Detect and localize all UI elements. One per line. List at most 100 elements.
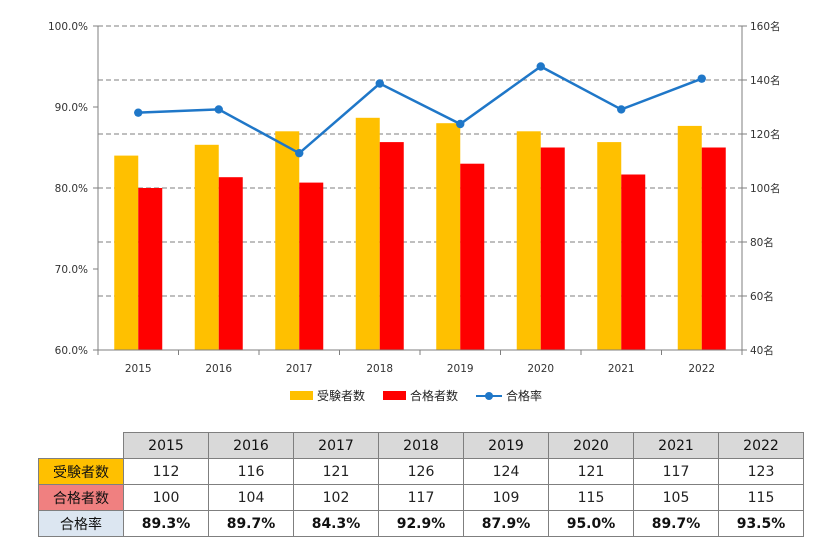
bar-applicants: [114, 155, 139, 350]
pass-rate-line: [134, 62, 706, 158]
bar-passers: [460, 163, 485, 350]
table-cell: 117: [378, 484, 464, 511]
bars: [114, 117, 726, 351]
row-label-applicants: 受験者数: [38, 458, 124, 485]
table-cell: 121: [293, 458, 379, 485]
table-header-year: 2019: [463, 432, 549, 459]
table-cell: 116: [208, 458, 294, 485]
tick-labels: 60.0% 70.0% 80.0% 90.0% 100.0% 40名 60名 80名 100名 1…: [48, 20, 781, 375]
left-tick-label: 90.0%: [55, 102, 88, 114]
table-header-year: 2020: [548, 432, 634, 459]
right-tick-label: 160名: [750, 20, 781, 33]
right-tick-label: 120名: [750, 128, 781, 141]
right-tick-label: 100名: [750, 182, 781, 195]
bar-applicants: [677, 125, 702, 351]
table-header-year: 2022: [718, 432, 804, 459]
legend-item-pass-rate: 合格率: [476, 387, 542, 404]
row-label-passers: 合格者数: [38, 484, 124, 511]
x-tick-label: 2018: [366, 363, 393, 375]
right-tick-label: 80名: [750, 236, 774, 249]
table-cell: 115: [548, 484, 634, 511]
table-cell: 87.9%: [463, 510, 549, 537]
x-tick-label: 2017: [286, 363, 313, 375]
bar-applicants: [516, 131, 541, 350]
table-cell: 112: [123, 458, 209, 485]
table-cell: 117: [633, 458, 719, 485]
legend-item-applicants: 受験者数: [290, 387, 365, 404]
legend-swatch-pass-rate: [476, 391, 503, 401]
pass-rate-point: [536, 62, 545, 71]
table-cell: 123: [718, 458, 804, 485]
left-tick-label: 70.0%: [55, 264, 88, 276]
pass-rate-point: [617, 105, 626, 114]
table-header-year: 2016: [208, 432, 294, 459]
table-header-year: 2021: [633, 432, 719, 459]
pass-rate-point: [697, 74, 706, 83]
bar-passers: [540, 147, 565, 350]
bar-applicants: [355, 117, 380, 350]
table-cell: 115: [718, 484, 804, 511]
table-corner: [39, 433, 124, 459]
right-tick-label: 60名: [750, 290, 774, 303]
table-cell: 121: [548, 458, 634, 485]
left-tick-label: 100.0%: [48, 21, 88, 33]
gridlines: [98, 25, 742, 297]
table-cell: 93.5%: [718, 510, 804, 537]
table-cell: 89.3%: [123, 510, 209, 537]
pass-rate-polyline: [138, 65, 703, 155]
pass-rate-point: [134, 108, 143, 117]
combo-chart: 60.0% 70.0% 80.0% 90.0% 100.0% 40名 60名 80名 100名 1…: [48, 20, 781, 375]
x-tick-label: 2016: [205, 363, 232, 375]
bar-passers: [299, 182, 324, 350]
bar-passers: [379, 142, 404, 350]
bar-applicants: [275, 131, 300, 350]
row-label-pass-rate: 合格率: [38, 510, 124, 537]
bar-passers: [138, 188, 163, 350]
legend-label-pass-rate: 合格率: [506, 389, 543, 403]
legend-swatch-applicants: [290, 391, 313, 400]
table-cell: 89.7%: [633, 510, 719, 537]
table-cell: 102: [293, 484, 379, 511]
pass-rate-point: [456, 119, 465, 129]
legend-label-applicants: 受験者数: [317, 389, 366, 403]
pass-rate-point: [214, 105, 223, 114]
legend-item-passers: 合格者数: [383, 387, 458, 404]
table-cell: 109: [463, 484, 549, 511]
table-cell: 104: [208, 484, 294, 511]
table-cell: 92.9%: [378, 510, 464, 537]
x-tick-label: 2022: [688, 363, 715, 375]
table-cell: 89.7%: [208, 510, 294, 537]
right-tick-label: 140名: [750, 74, 781, 87]
table-header-row: 2015 2016 2017 2018 2019 2020 2021 2022: [39, 432, 804, 459]
x-tick-label: 2021: [608, 363, 635, 375]
left-tick-label: 60.0%: [55, 345, 88, 357]
table-cell: 124: [463, 458, 549, 485]
bar-passers: [218, 177, 243, 350]
bar-applicants: [597, 142, 622, 350]
table-row-applicants: 受験者数 112 116 121 126 124 121 117 123: [38, 458, 804, 485]
table-header-year: 2018: [378, 432, 464, 459]
right-tick-label: 40名: [750, 344, 774, 357]
bar-applicants: [436, 123, 461, 350]
axes: [93, 25, 747, 355]
x-tick-label: 2020: [527, 363, 554, 375]
pass-rate-point: [295, 148, 304, 158]
bar-passers: [621, 174, 646, 350]
table-header-year: 2015: [123, 432, 209, 459]
legend: 受験者数 合格者数 合格率: [290, 387, 560, 404]
left-tick-label: 80.0%: [55, 183, 88, 195]
table-cell: 126: [378, 458, 464, 485]
bar-applicants: [194, 144, 219, 350]
table-cell: 105: [633, 484, 719, 511]
table-row-pass-rate: 合格率 89.3% 89.7% 84.3% 92.9% 87.9% 95.0% …: [38, 510, 804, 537]
legend-label-passers: 合格者数: [410, 389, 459, 403]
legend-swatch-passers: [383, 391, 407, 400]
x-tick-label: 2019: [447, 363, 474, 375]
table-cell: 95.0%: [548, 510, 634, 537]
pass-rate-point: [375, 79, 384, 88]
table-header-year: 2017: [293, 432, 379, 459]
bar-passers: [701, 147, 726, 350]
table-row-passers: 合格者数 100 104 102 117 109 115 105 115: [38, 484, 804, 511]
table-cell: 84.3%: [293, 510, 379, 537]
table-cell: 100: [123, 484, 209, 511]
